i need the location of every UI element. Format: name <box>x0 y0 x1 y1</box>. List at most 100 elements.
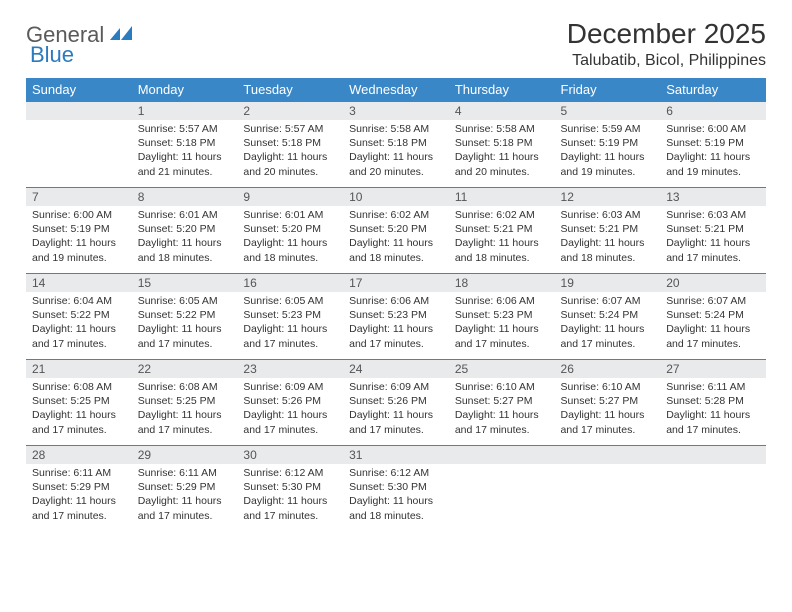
day-detail-line: Sunrise: 6:11 AM <box>138 466 232 480</box>
day-details: Sunrise: 6:02 AMSunset: 5:21 PMDaylight:… <box>449 206 555 269</box>
day-number: 23 <box>237 360 343 378</box>
day-detail-line: Sunset: 5:22 PM <box>32 308 126 322</box>
day-header: Friday <box>555 78 661 102</box>
day-number: 22 <box>132 360 238 378</box>
day-header: Saturday <box>660 78 766 102</box>
day-detail-line: Daylight: 11 hours and 19 minutes. <box>666 150 760 178</box>
day-detail-line: Sunset: 5:29 PM <box>32 480 126 494</box>
calendar-cell: 18Sunrise: 6:06 AMSunset: 5:23 PMDayligh… <box>449 274 555 360</box>
day-details: Sunrise: 5:58 AMSunset: 5:18 PMDaylight:… <box>449 120 555 183</box>
day-details: Sunrise: 5:58 AMSunset: 5:18 PMDaylight:… <box>343 120 449 183</box>
day-detail-line: Sunrise: 6:02 AM <box>349 208 443 222</box>
day-detail-line: Daylight: 11 hours and 20 minutes. <box>349 150 443 178</box>
day-header: Wednesday <box>343 78 449 102</box>
day-detail-line: Daylight: 11 hours and 17 minutes. <box>243 322 337 350</box>
day-detail-line: Daylight: 11 hours and 19 minutes. <box>561 150 655 178</box>
day-number: 5 <box>555 102 661 120</box>
calendar-body: 1Sunrise: 5:57 AMSunset: 5:18 PMDaylight… <box>26 102 766 532</box>
day-details: Sunrise: 6:11 AMSunset: 5:28 PMDaylight:… <box>660 378 766 441</box>
day-detail-line: Daylight: 11 hours and 17 minutes. <box>455 322 549 350</box>
day-detail-line: Sunset: 5:21 PM <box>666 222 760 236</box>
day-number: 8 <box>132 188 238 206</box>
calendar-cell: 30Sunrise: 6:12 AMSunset: 5:30 PMDayligh… <box>237 446 343 532</box>
day-detail-line: Daylight: 11 hours and 17 minutes. <box>666 236 760 264</box>
day-detail-line: Sunset: 5:27 PM <box>455 394 549 408</box>
day-number: 27 <box>660 360 766 378</box>
calendar-cell <box>660 446 766 532</box>
day-detail-line: Sunset: 5:25 PM <box>138 394 232 408</box>
day-details: Sunrise: 6:07 AMSunset: 5:24 PMDaylight:… <box>555 292 661 355</box>
day-detail-line: Sunrise: 6:05 AM <box>243 294 337 308</box>
day-number: 17 <box>343 274 449 292</box>
day-detail-line: Sunrise: 6:07 AM <box>561 294 655 308</box>
day-detail-line: Sunset: 5:18 PM <box>243 136 337 150</box>
calendar-cell: 12Sunrise: 6:03 AMSunset: 5:21 PMDayligh… <box>555 188 661 274</box>
day-detail-line: Daylight: 11 hours and 18 minutes. <box>349 494 443 522</box>
day-details: Sunrise: 6:00 AMSunset: 5:19 PMDaylight:… <box>26 206 132 269</box>
day-details: Sunrise: 6:01 AMSunset: 5:20 PMDaylight:… <box>132 206 238 269</box>
day-header-row: SundayMondayTuesdayWednesdayThursdayFrid… <box>26 78 766 102</box>
day-detail-line: Sunrise: 6:12 AM <box>349 466 443 480</box>
day-number: 6 <box>660 102 766 120</box>
calendar-cell: 1Sunrise: 5:57 AMSunset: 5:18 PMDaylight… <box>132 102 238 188</box>
day-detail-line: Sunrise: 5:58 AM <box>349 122 443 136</box>
day-detail-line: Sunset: 5:23 PM <box>349 308 443 322</box>
day-detail-line: Daylight: 11 hours and 18 minutes. <box>243 236 337 264</box>
day-details: Sunrise: 6:10 AMSunset: 5:27 PMDaylight:… <box>449 378 555 441</box>
day-details: Sunrise: 6:09 AMSunset: 5:26 PMDaylight:… <box>343 378 449 441</box>
day-header: Monday <box>132 78 238 102</box>
calendar-cell: 6Sunrise: 6:00 AMSunset: 5:19 PMDaylight… <box>660 102 766 188</box>
day-number <box>26 102 132 120</box>
day-detail-line: Daylight: 11 hours and 18 minutes. <box>455 236 549 264</box>
day-detail-line: Daylight: 11 hours and 20 minutes. <box>243 150 337 178</box>
calendar-cell: 5 Sunrise: 5:59 AMSunset: 5:19 PMDaylight… <box>555 102 661 188</box>
day-detail-line: Sunset: 5:21 PM <box>455 222 549 236</box>
day-detail-line: Sunrise: 6:00 AM <box>32 208 126 222</box>
day-detail-line: Sunset: 5:20 PM <box>243 222 337 236</box>
day-detail-line: Sunrise: 5:59 AM <box>561 122 655 136</box>
calendar-cell: 27Sunrise: 6:11 AMSunset: 5:28 PMDayligh… <box>660 360 766 446</box>
day-detail-line: Sunset: 5:30 PM <box>243 480 337 494</box>
day-detail-line: Sunset: 5:26 PM <box>349 394 443 408</box>
day-detail-line: Sunrise: 6:00 AM <box>666 122 760 136</box>
calendar-cell: 28Sunrise: 6:11 AMSunset: 5:29 PMDayligh… <box>26 446 132 532</box>
day-header: Sunday <box>26 78 132 102</box>
day-header: Thursday <box>449 78 555 102</box>
calendar-cell: 15Sunrise: 6:05 AMSunset: 5:22 PMDayligh… <box>132 274 238 360</box>
day-detail-line: Sunset: 5:19 PM <box>561 136 655 150</box>
calendar-cell: 2Sunrise: 5:57 AMSunset: 5:18 PMDaylight… <box>237 102 343 188</box>
day-detail-line: Daylight: 11 hours and 18 minutes. <box>349 236 443 264</box>
day-number: 31 <box>343 446 449 464</box>
calendar-cell: 4Sunrise: 5:58 AMSunset: 5:18 PMDaylight… <box>449 102 555 188</box>
day-details: Sunrise: 6:01 AMSunset: 5:20 PMDaylight:… <box>237 206 343 269</box>
calendar-week: 28Sunrise: 6:11 AMSunset: 5:29 PMDayligh… <box>26 446 766 532</box>
day-detail-line: Daylight: 11 hours and 17 minutes. <box>138 408 232 436</box>
day-detail-line: Sunset: 5:18 PM <box>455 136 549 150</box>
day-detail-line: Sunrise: 6:01 AM <box>138 208 232 222</box>
day-details: Sunrise: 6:03 AMSunset: 5:21 PMDaylight:… <box>555 206 661 269</box>
day-detail-line: Sunset: 5:18 PM <box>138 136 232 150</box>
day-detail-line: Daylight: 11 hours and 20 minutes. <box>455 150 549 178</box>
day-detail-line: Daylight: 11 hours and 17 minutes. <box>561 408 655 436</box>
day-number: 12 <box>555 188 661 206</box>
day-number: 19 <box>555 274 661 292</box>
calendar-cell: 20Sunrise: 6:07 AMSunset: 5:24 PMDayligh… <box>660 274 766 360</box>
calendar-cell: 3Sunrise: 5:58 AMSunset: 5:18 PMDaylight… <box>343 102 449 188</box>
calendar-cell <box>555 446 661 532</box>
day-details: Sunrise: 6:11 AMSunset: 5:29 PMDaylight:… <box>132 464 238 527</box>
day-details: Sunrise: 6:08 AMSunset: 5:25 PMDaylight:… <box>132 378 238 441</box>
day-detail-line: Daylight: 11 hours and 17 minutes. <box>32 494 126 522</box>
day-detail-line: Sunrise: 6:04 AM <box>32 294 126 308</box>
title-block: December 2025 Talubatib, Bicol, Philippi… <box>567 18 766 70</box>
calendar-week: 7Sunrise: 6:00 AMSunset: 5:19 PMDaylight… <box>26 188 766 274</box>
logo-word-2: Blue <box>30 42 74 67</box>
day-number: 28 <box>26 446 132 464</box>
day-detail-line: Sunset: 5:20 PM <box>349 222 443 236</box>
day-number: 21 <box>26 360 132 378</box>
calendar-week: 1Sunrise: 5:57 AMSunset: 5:18 PMDaylight… <box>26 102 766 188</box>
day-number: 13 <box>660 188 766 206</box>
calendar-cell: 19Sunrise: 6:07 AMSunset: 5:24 PMDayligh… <box>555 274 661 360</box>
day-detail-line: Daylight: 11 hours and 17 minutes. <box>32 322 126 350</box>
calendar-cell: 31Sunrise: 6:12 AMSunset: 5:30 PMDayligh… <box>343 446 449 532</box>
day-detail-line: Sunset: 5:23 PM <box>455 308 549 322</box>
